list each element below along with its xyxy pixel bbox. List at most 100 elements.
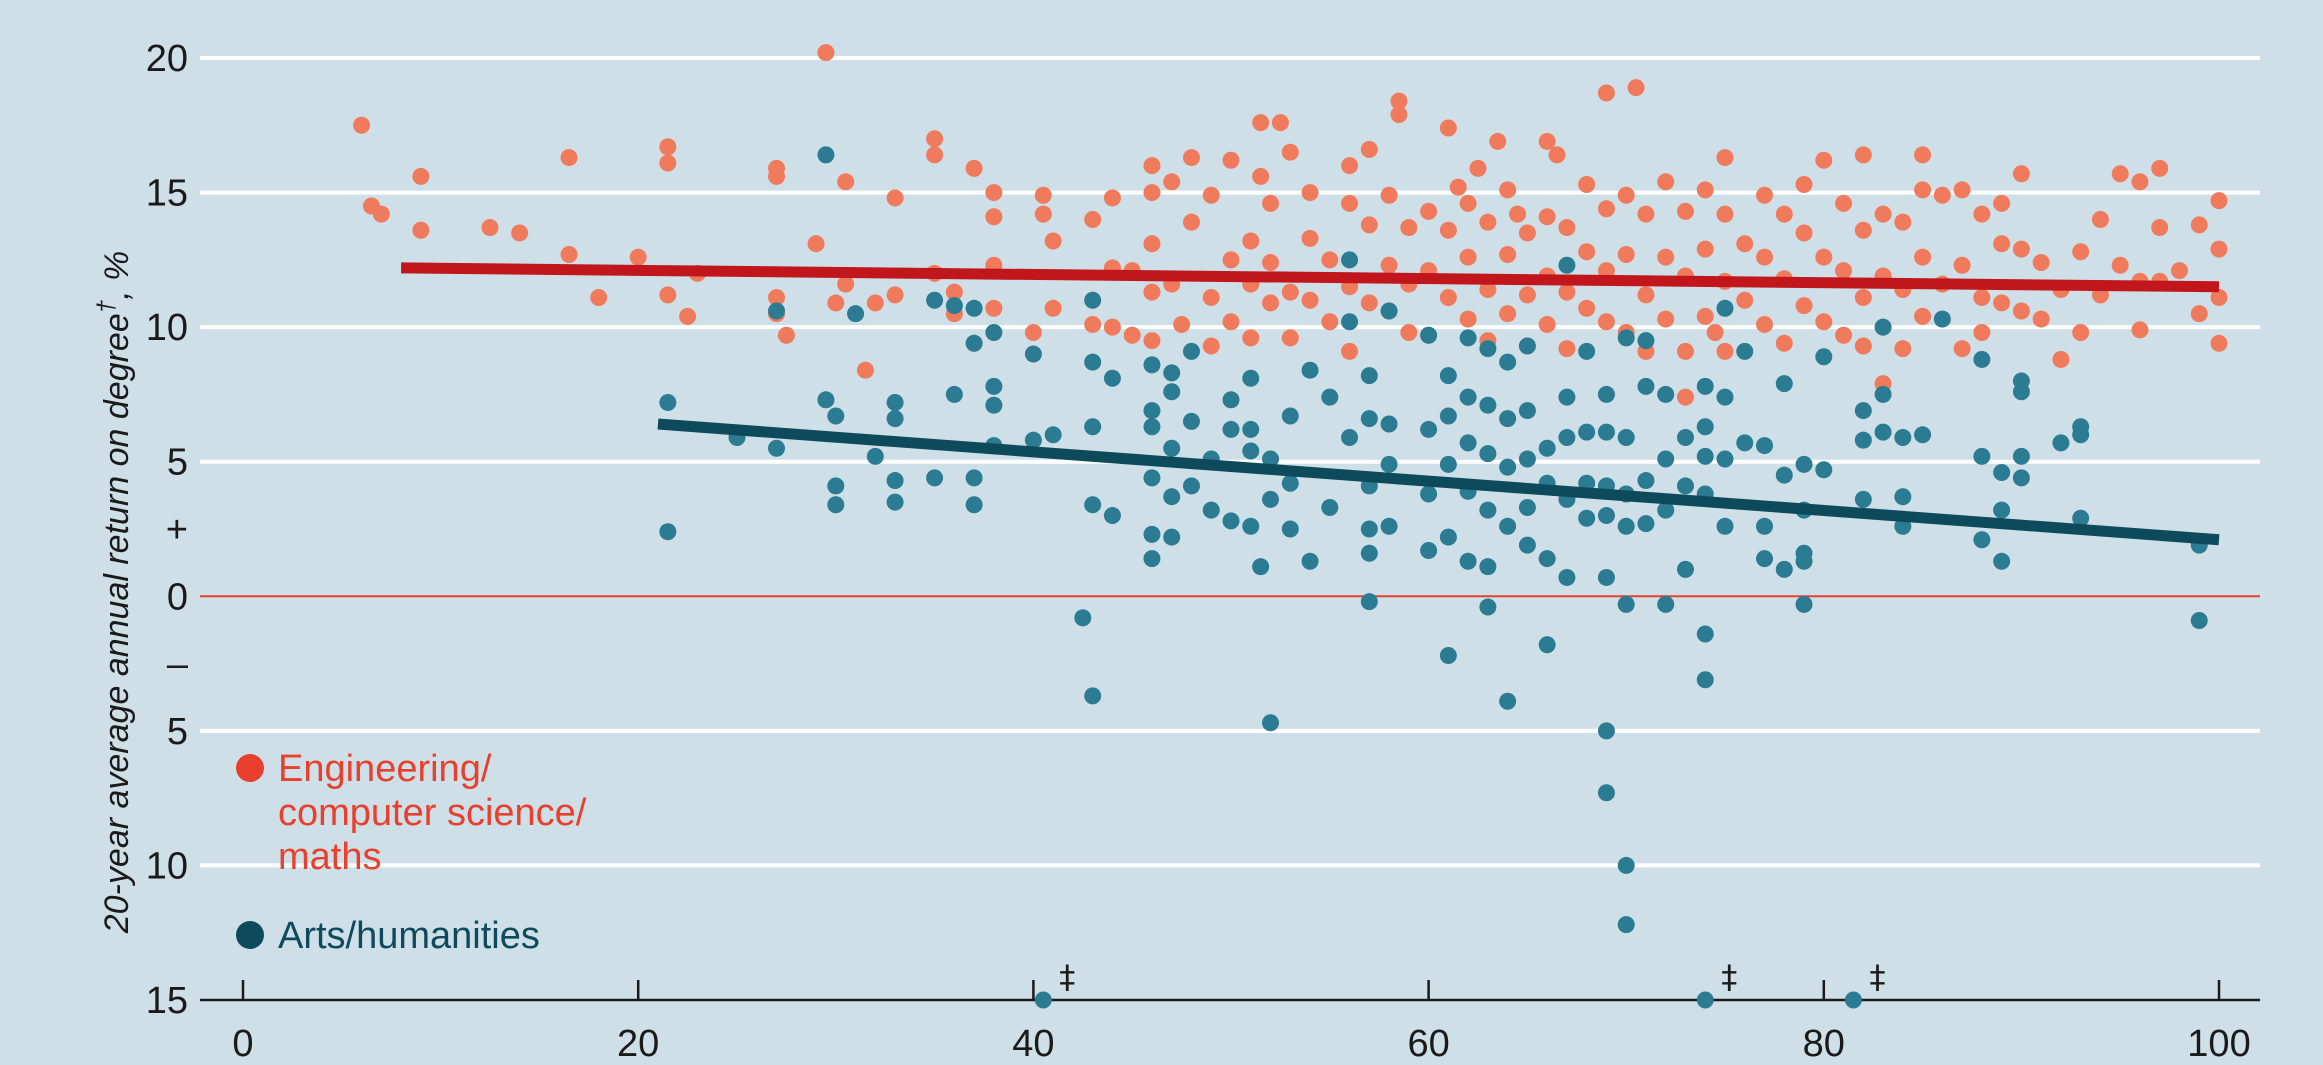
data-point [353,116,371,134]
data-point [1953,256,1971,274]
data-point [827,294,845,312]
legend-engineering-label: computer science/ [278,792,587,834]
data-point [1509,205,1527,223]
data-point [1439,367,1457,385]
y-axis-label-main: 20-year average annual return on degree [98,313,136,934]
data-point [1499,181,1517,199]
x-tick-label: 60 [1407,1023,1449,1065]
data-point [1538,315,1556,333]
legend-engineering-marker [236,754,264,782]
data-point [1163,528,1181,546]
data-point [2190,216,2208,234]
data-point [1518,402,1536,420]
data-point [1143,525,1161,543]
data-point [1499,517,1517,535]
data-point [1637,205,1655,223]
data-point [886,472,904,490]
data-point [1459,329,1477,347]
data-point [1262,450,1280,468]
data-point [926,469,944,487]
data-point [2210,289,2228,307]
data-point [1499,305,1517,323]
data-point [926,130,944,148]
data-point [1538,208,1556,226]
data-point [1874,318,1892,336]
data-point [768,289,786,307]
data-point [2052,350,2070,368]
data-point [1360,141,1378,159]
data-point [1578,243,1596,261]
data-point [1637,515,1655,533]
arts-trend-line [657,418,2220,546]
x-axis: 0 20 40 60 80 100 [200,980,2260,1065]
data-point [1775,375,1793,393]
data-point [1696,307,1714,325]
data-point [1854,337,1872,355]
data-point [1736,235,1754,253]
data-point [1617,595,1635,613]
data-point [1617,517,1635,535]
data-point [1597,507,1615,525]
data-point [1163,488,1181,506]
data-point [2210,192,2228,210]
data-point [1815,248,1833,266]
data-point [1716,299,1734,317]
data-point [2012,240,2030,258]
data-point [1262,194,1280,212]
data-point [1084,210,1102,228]
x-tick-label: 40 [1012,1023,1054,1065]
data-point [1044,299,1062,317]
data-point [985,377,1003,395]
data-point [985,396,1003,414]
data-point [1242,232,1260,250]
clipped-point [1844,991,1862,1009]
data-point [1084,687,1102,705]
data-point [1400,324,1418,342]
data-point [1084,291,1102,309]
data-point [1518,286,1536,304]
data-point [1044,232,1062,250]
data-point [1578,342,1596,360]
data-point [807,235,825,253]
data-point [1499,245,1517,263]
y-tick-label: 15 [146,173,188,215]
engineering-trend-line [401,262,2220,293]
data-point [1390,106,1408,124]
data-point [1222,251,1240,269]
data-point [1854,490,1872,508]
data-point [1835,326,1853,344]
data-point [2131,321,2149,339]
data-point [1143,402,1161,420]
data-point [1074,609,1092,627]
data-point [1222,391,1240,409]
data-point [1973,531,1991,549]
data-point [1321,388,1339,406]
data-point [1459,248,1477,266]
data-point [1696,447,1714,465]
data-point [837,275,855,293]
data-point [2091,210,2109,228]
data-point [886,394,904,412]
legend-engineering-label: maths [278,836,381,878]
data-point [1894,488,1912,506]
data-point [1597,385,1615,403]
data-point [1341,157,1359,175]
data-point [1558,340,1576,358]
data-point [1143,184,1161,202]
data-point [1637,472,1655,490]
data-point [1242,329,1260,347]
data-point [1182,149,1200,167]
data-point [1360,593,1378,611]
data-point [2151,219,2169,237]
data-point [817,146,835,164]
data-point [2012,302,2030,320]
data-point [1360,544,1378,562]
data-point [2111,256,2129,274]
data-point [1341,342,1359,360]
data-point [1321,313,1339,331]
y-tick-label: 15 [146,980,188,1022]
clipped-marker: ‡ [1721,958,1737,996]
data-point [1123,326,1141,344]
data-point [1627,79,1645,97]
